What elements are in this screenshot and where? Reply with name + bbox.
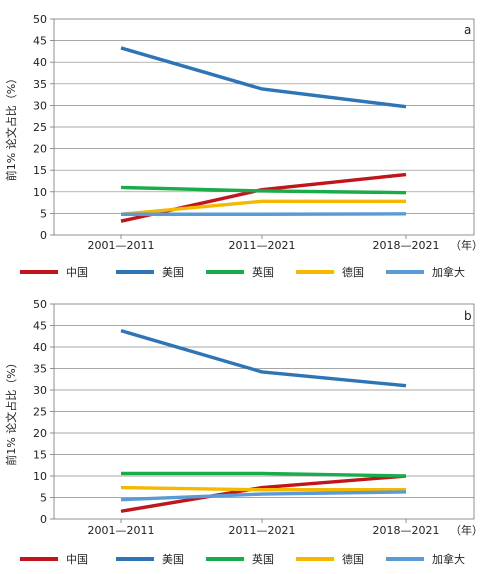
chart1-y-tick-label: 10	[33, 186, 47, 199]
chart1-y-tick-label: 25	[33, 121, 47, 134]
chart1-x-tick-label: 2001—2011	[88, 239, 155, 252]
chart1-legend-label-5: 加拿大	[432, 265, 465, 279]
chart2-series-line-5	[120, 490, 407, 502]
chart2-series-line-4	[120, 485, 406, 492]
chart1-x-tick-label: 2011—2021	[229, 239, 296, 252]
chart2-x-tick-label: 2018—2021	[373, 524, 440, 537]
chart2-y-tick-label: 5	[40, 492, 47, 505]
chart2-y-tick-label: 30	[33, 384, 47, 397]
chart1-legend-label-1: 中国	[66, 266, 88, 279]
chart1-y-tick-label: 50	[33, 13, 47, 26]
chart1-legend-label-2: 美国	[162, 266, 184, 279]
chart2-series-line-2	[120, 329, 407, 388]
chart2-legend-label-1: 中国	[66, 553, 88, 566]
chart2-y-tick-label: 20	[33, 427, 47, 440]
chart2-panel-label: b	[464, 309, 472, 323]
chart2-series-line-3	[121, 471, 407, 478]
chart1-y-axis-label: 前1% 论文占比（%）	[4, 73, 18, 181]
chart2-y-tick-label: 45	[33, 320, 47, 333]
chart1-legend-label-4: 德国	[342, 265, 364, 279]
chart2-x-tick-label: 2001—2011	[88, 524, 155, 537]
chart2-x-axis-unit: （年）	[450, 523, 483, 537]
chart2-y-tick-label: 25	[33, 406, 47, 419]
chart1-panel-label: a	[464, 23, 471, 37]
chart2-legend-label-5: 加拿大	[432, 552, 465, 566]
chart1-x-tick-label: 2018—2021	[373, 239, 440, 252]
chart1-y-tick-label: 0	[40, 229, 47, 242]
chart1-x-axis-unit: （年）	[450, 238, 483, 252]
chart2-y-tick-label: 15	[33, 449, 47, 462]
chart2-y-tick-label: 50	[33, 298, 47, 311]
chart2-series-line-1	[120, 474, 407, 513]
chart2-legend-label-4: 德国	[342, 552, 364, 566]
chart1-y-tick-label: 40	[33, 56, 47, 69]
chart1-y-tick-label: 35	[33, 78, 47, 91]
chart1-y-tick-label: 45	[33, 35, 47, 48]
chart2-x-tick-label: 2011—2021	[229, 524, 296, 537]
chart2-y-tick-label: 0	[40, 513, 47, 526]
chart2-y-tick-label: 10	[33, 470, 47, 483]
chart1-y-tick-label: 15	[33, 164, 47, 177]
chart2-legend-label-2: 美国	[162, 553, 184, 566]
chart2-y-axis-label: 前1% 论文占比（%）	[4, 357, 18, 465]
chart1-series-line-3	[120, 185, 407, 195]
chart2-legend-label-3: 英国	[252, 552, 274, 566]
chart1-y-tick-label: 20	[33, 143, 47, 156]
chart1-y-tick-label: 30	[33, 99, 47, 112]
chart1-y-tick-label: 5	[40, 207, 47, 220]
chart1-legend-label-3: 英国	[252, 265, 274, 279]
chart1-series-line-2	[120, 46, 407, 109]
chart2-y-tick-label: 35	[33, 363, 47, 376]
chart2-y-tick-label: 40	[33, 341, 47, 354]
chart1-series-line-4	[120, 199, 406, 216]
